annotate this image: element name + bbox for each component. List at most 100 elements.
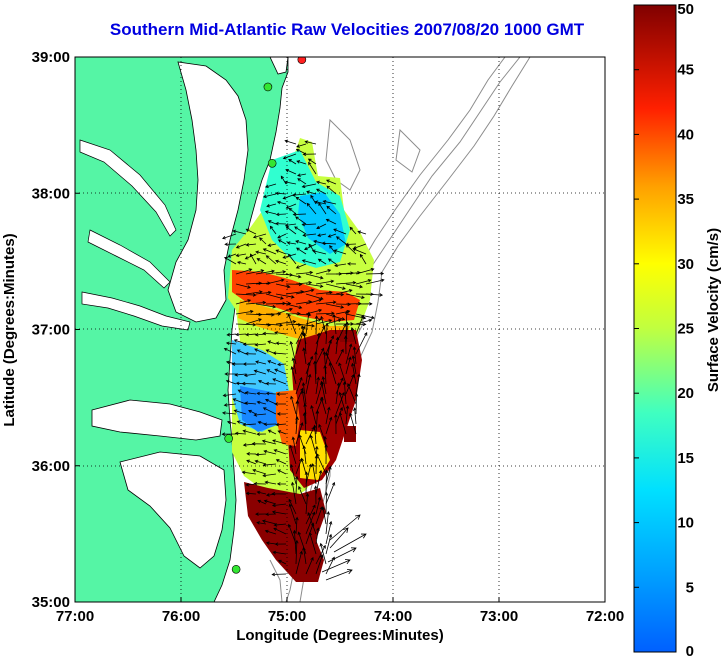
velocity-vector — [308, 161, 317, 175]
velocity-vector — [338, 411, 347, 435]
velocity-vector — [263, 449, 277, 455]
velocity-vector — [352, 248, 367, 255]
x-axis-label: Longitude (Degrees:Minutes) — [236, 627, 444, 644]
velocity-vector — [338, 391, 347, 415]
velocity-vector — [277, 362, 287, 367]
velocity-vector — [267, 220, 277, 225]
velocity-vector — [269, 225, 277, 235]
velocity-vector — [335, 348, 344, 365]
velocity-vector — [285, 273, 302, 279]
velocity-vector — [250, 253, 257, 265]
velocity-vector — [252, 233, 267, 239]
velocity-vector — [343, 335, 348, 355]
velocity-vector — [245, 243, 257, 247]
velocity-vector — [325, 322, 329, 345]
x-tick-label: 77:00 — [56, 608, 94, 625]
velocity-vector — [313, 485, 318, 505]
velocity-vector — [224, 372, 237, 376]
rappahannock-river — [87, 229, 171, 289]
velocity-vector — [235, 309, 254, 315]
velocity-vector — [255, 512, 267, 516]
velocity-vector — [252, 468, 267, 475]
velocity-vector — [302, 152, 317, 157]
velocity-vector — [355, 302, 373, 306]
velocity-vector — [273, 523, 287, 527]
velocity-vector — [255, 269, 276, 275]
velocity-vector — [327, 547, 357, 563]
velocity-vector — [320, 396, 327, 415]
velocity-vector — [333, 249, 347, 255]
velocity-vector — [287, 253, 297, 265]
velocity-vector — [244, 351, 257, 356]
velocity-vector — [235, 332, 247, 337]
x-tick-label: 72:00 — [586, 608, 624, 625]
velocity-vector — [315, 332, 321, 355]
velocity-vector — [288, 159, 297, 165]
velocity-vector — [315, 269, 332, 275]
albemarle-sound — [91, 399, 223, 441]
velocity-vector — [221, 432, 237, 436]
velocity-vector — [296, 143, 307, 148]
velocity-vector — [275, 283, 291, 289]
velocity-vector — [352, 346, 357, 365]
velocity-vector — [224, 257, 237, 265]
velocity-vector — [315, 527, 320, 545]
x-axis: 77:00 76:00 75:00 74:00 73:00 72:00 — [56, 597, 624, 625]
velocity-vector — [295, 400, 300, 425]
colorbar-tick-label: 25 — [677, 321, 694, 338]
velocity-vector — [289, 340, 297, 365]
velocity-vector — [245, 332, 257, 337]
velocity-vector — [302, 412, 307, 435]
velocity-vector — [262, 248, 277, 255]
velocity-vector — [297, 173, 307, 177]
velocity-vector — [342, 381, 347, 405]
velocity-vector — [302, 445, 307, 465]
velocity-vector — [302, 233, 317, 237]
velocity-vector — [265, 255, 277, 265]
velocity-vector — [325, 416, 333, 435]
velocity-vector — [305, 511, 316, 535]
velocity-vector — [273, 527, 287, 535]
x-tick-label: 74:00 — [374, 608, 412, 625]
velocity-vector — [335, 391, 345, 415]
velocity-vector — [312, 424, 317, 445]
velocity-vector — [259, 237, 267, 245]
velocity-vector — [253, 481, 267, 486]
velocity-vector — [234, 373, 247, 377]
colorbar-tick-label: 15 — [677, 450, 694, 467]
velocity-vector — [329, 527, 349, 549]
colorbar-tick-label: 35 — [677, 191, 694, 208]
velocity-vector — [257, 499, 267, 505]
velocity-vector — [325, 318, 342, 325]
velocity-vector — [236, 349, 247, 355]
velocity-vector — [325, 568, 353, 581]
velocity-vector — [314, 315, 319, 335]
velocity-vector — [234, 431, 247, 436]
velocity-vector — [355, 267, 375, 275]
velocity-vector — [301, 222, 317, 227]
velocity-vector — [242, 362, 257, 366]
velocity-vector — [284, 223, 297, 227]
velocity-vector — [292, 212, 307, 217]
y-tick-label: 38:00 — [32, 185, 70, 202]
velocity-vector — [273, 449, 287, 455]
velocity-vector — [295, 216, 307, 225]
velocity-vector — [291, 436, 297, 455]
velocity-vector — [264, 529, 277, 535]
velocity-vector — [314, 200, 327, 205]
velocity-vector — [257, 380, 267, 385]
velocity-vector — [275, 259, 287, 265]
grid-lines — [75, 57, 605, 602]
velocity-vector — [325, 283, 346, 290]
velocity-vector — [295, 288, 315, 295]
velocity-vector — [326, 205, 337, 215]
velocity-vector — [297, 531, 307, 555]
velocity-vector — [325, 303, 345, 309]
green-station — [267, 158, 277, 168]
velocity-vector — [263, 499, 277, 505]
velocity-vector — [365, 278, 385, 285]
green-station — [263, 82, 273, 92]
velocity-vector — [333, 228, 347, 235]
velocity-vector — [315, 409, 320, 435]
velocity-vector — [291, 357, 297, 375]
